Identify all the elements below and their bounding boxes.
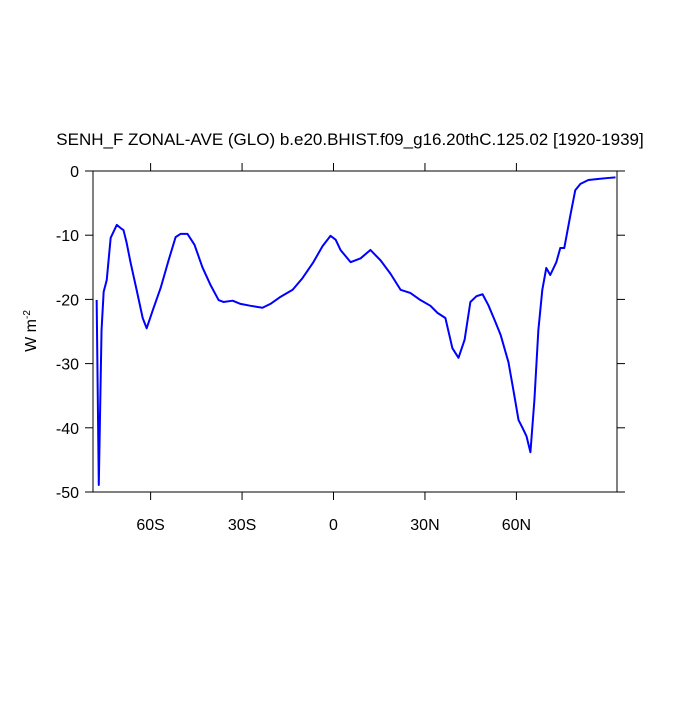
y-tick-label: -40 (56, 421, 79, 438)
x-tick-label: 60S (136, 517, 164, 534)
y-axis-label-text: W m (23, 319, 40, 352)
y-tick-label: -30 (56, 357, 79, 374)
x-tick-label: 30S (228, 517, 256, 534)
chart-title: SENH_F ZONAL-AVE (GLO) b.e20.BHIST.f09_g… (56, 130, 643, 149)
x-tick-label: 30N (410, 517, 439, 534)
y-tick-label: -20 (56, 292, 79, 309)
y-axis-label: W m-2 (22, 310, 40, 352)
x-tick-label: 60N (502, 517, 531, 534)
y-axis-label-exponent: -2 (22, 310, 33, 319)
x-tick-label: 0 (329, 517, 338, 534)
y-tick-label: -50 (56, 485, 79, 502)
y-tick-label: -10 (56, 228, 79, 245)
data-line (95, 176, 616, 486)
plot-frame (92, 170, 618, 493)
y-tick-label: 0 (70, 164, 79, 181)
